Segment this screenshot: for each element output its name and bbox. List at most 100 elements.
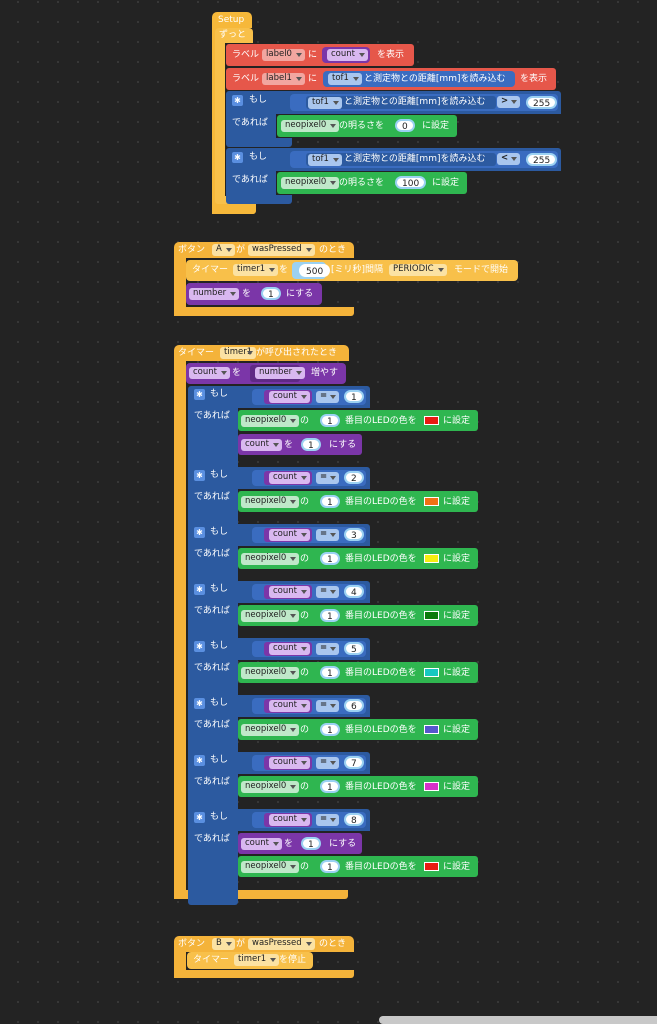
reset-count-block[interactable]: count を 1 にする [238, 434, 362, 455]
count-variable-block[interactable]: count [264, 471, 312, 485]
gear-icon[interactable]: ✱ [194, 641, 205, 652]
neopixel-dropdown[interactable]: neopixel0 [241, 781, 300, 793]
compare-value-input[interactable]: 6 [344, 699, 364, 712]
if-header[interactable]: ✱ もし count = 3 [188, 524, 370, 546]
count-dropdown[interactable]: count [241, 439, 282, 451]
button-b-hat[interactable]: ボタン B が wasPressed のとき [174, 936, 354, 952]
led-index-input[interactable]: 1 [320, 609, 340, 622]
count-variable-block[interactable]: count [264, 585, 312, 599]
operator-dropdown[interactable]: = [316, 643, 340, 655]
count-dropdown[interactable]: count [269, 472, 310, 484]
threshold-input[interactable]: 255 [526, 153, 558, 166]
compare-value-input[interactable]: 1 [344, 390, 364, 403]
count-dropdown[interactable]: count [241, 838, 282, 850]
compare-value-input[interactable]: 2 [344, 471, 364, 484]
operator-dropdown[interactable]: = [316, 391, 340, 403]
gear-icon[interactable]: ✱ [194, 812, 205, 823]
gear-icon[interactable]: ✱ [194, 470, 205, 481]
led-index-input[interactable]: 1 [320, 780, 340, 793]
timer-dropdown[interactable]: timer1 [234, 954, 280, 966]
led-index-input[interactable]: 1 [320, 552, 340, 565]
reset-value-input[interactable]: 1 [301, 438, 321, 451]
compare-block[interactable]: count = 1 [252, 389, 366, 405]
if-header[interactable]: ✱ もし count = 5 [188, 638, 370, 660]
led-index-input[interactable]: 1 [320, 414, 340, 427]
led-index-input[interactable]: 1 [320, 666, 340, 679]
threshold-input[interactable]: 255 [526, 96, 558, 109]
if-header[interactable]: ✱ もし count = 7 [188, 752, 370, 774]
setup-hat[interactable]: Setup [212, 12, 252, 28]
timer-start-block[interactable]: タイマー timer1 を 500 [ミリ秒]間隔 PERIODIC モードで開… [186, 260, 518, 281]
gear-icon[interactable]: ✱ [194, 698, 205, 709]
color-swatch[interactable] [424, 862, 439, 871]
number-dropdown[interactable]: number [189, 288, 240, 300]
reset-value-input[interactable]: 1 [301, 837, 321, 850]
compare-value-input[interactable]: 4 [344, 585, 364, 598]
set-led-color-block[interactable]: neopixel0 の 1 番目のLEDの色を に設定 [238, 856, 478, 877]
count-dropdown[interactable]: count [269, 700, 310, 712]
tof-read-block[interactable]: tof1 と測定物との距離[mm]を読み込む [323, 71, 515, 87]
neopixel-dropdown[interactable]: neopixel0 [241, 553, 300, 565]
label-dropdown[interactable]: label0 [262, 49, 305, 61]
count-dropdown[interactable]: count [269, 757, 310, 769]
set-brightness-block[interactable]: neopixel0 の明るさを 100 に設定 [277, 172, 467, 194]
neopixel-dropdown[interactable]: neopixel0 [281, 177, 340, 189]
tof-read-block[interactable]: tof1 と測定物との距離[mm]を読み込む [306, 153, 496, 166]
compare-block[interactable]: tof1 と測定物との距離[mm]を読み込む > 255 [290, 94, 558, 111]
by-variable-block[interactable]: number [250, 365, 306, 382]
set-led-color-block[interactable]: neopixel0 の 1 番目のLEDの色を に設定 [238, 719, 478, 740]
event-dropdown[interactable]: wasPressed [248, 938, 315, 950]
brightness-input[interactable]: 100 [395, 176, 427, 189]
number-value-input[interactable]: 1 [261, 287, 281, 300]
count-variable-block[interactable]: count [264, 528, 312, 542]
compare-value-input[interactable]: 7 [344, 756, 364, 769]
operator-dropdown[interactable]: > [497, 96, 521, 108]
color-swatch[interactable] [424, 416, 439, 425]
neopixel-dropdown[interactable]: neopixel0 [241, 610, 300, 622]
gear-icon[interactable]: ✱ [194, 389, 205, 400]
gear-icon[interactable]: ✱ [194, 584, 205, 595]
event-dropdown[interactable]: wasPressed [248, 244, 315, 256]
color-swatch[interactable] [424, 668, 439, 677]
count-dropdown[interactable]: count [269, 643, 310, 655]
operator-dropdown[interactable]: = [316, 472, 340, 484]
set-led-color-block[interactable]: neopixel0 の 1 番目のLEDの色を に設定 [238, 776, 478, 797]
count-dropdown[interactable]: count [269, 814, 310, 826]
if-header[interactable]: ✱ もし count = 8 [188, 809, 370, 831]
button-dropdown[interactable]: B [212, 938, 235, 950]
compare-value-input[interactable]: 3 [344, 528, 364, 541]
count-dropdown[interactable]: count [327, 49, 368, 61]
set-brightness-block[interactable]: neopixel0 の明るさを 0 に設定 [277, 115, 457, 137]
count-variable-block[interactable]: count [264, 642, 312, 656]
neopixel-dropdown[interactable]: neopixel0 [281, 120, 340, 132]
set-led-color-block[interactable]: neopixel0 の 1 番目のLEDの色を に設定 [238, 548, 478, 569]
neopixel-dropdown[interactable]: neopixel0 [241, 496, 300, 508]
compare-block[interactable]: count = 8 [252, 812, 366, 828]
gear-icon[interactable]: ✱ [194, 755, 205, 766]
if-header[interactable]: ✱ もし count = 4 [188, 581, 370, 603]
compare-block[interactable]: count = 6 [252, 698, 366, 714]
tof-dropdown[interactable]: tof1 [308, 154, 342, 166]
gear-icon[interactable]: ✱ [232, 152, 243, 163]
timer-name-field[interactable]: timer1 [220, 347, 257, 359]
timer-stop-block[interactable]: タイマー timer1 を停止 [187, 952, 313, 969]
number-dropdown[interactable]: number [255, 367, 306, 379]
color-swatch[interactable] [424, 554, 439, 563]
neopixel-dropdown[interactable]: neopixel0 [241, 667, 300, 679]
count-dropdown[interactable]: count [269, 586, 310, 598]
led-index-input[interactable]: 1 [320, 860, 340, 873]
operator-dropdown[interactable]: < [497, 153, 521, 165]
increment-block[interactable]: count を number 増やす [186, 363, 346, 384]
if-header[interactable]: ✱ もし tof1 と測定物との距離[mm]を読み込む < 255 [226, 148, 561, 171]
set-number-block[interactable]: number を 1 にする [186, 283, 322, 305]
forever-block[interactable]: ずっと [215, 28, 253, 43]
color-swatch[interactable] [424, 782, 439, 791]
compare-block[interactable]: tof1 と測定物との距離[mm]を読み込む < 255 [290, 151, 558, 168]
gear-icon[interactable]: ✱ [194, 527, 205, 538]
compare-value-input[interactable]: 8 [344, 813, 364, 826]
compare-block[interactable]: count = 2 [252, 470, 366, 486]
set-led-color-block[interactable]: neopixel0 の 1 番目のLEDの色を に設定 [238, 605, 478, 626]
compare-block[interactable]: count = 5 [252, 641, 366, 657]
operator-dropdown[interactable]: = [316, 814, 340, 826]
if-header[interactable]: ✱ もし tof1 と測定物との距離[mm]を読み込む > 255 [226, 91, 561, 114]
